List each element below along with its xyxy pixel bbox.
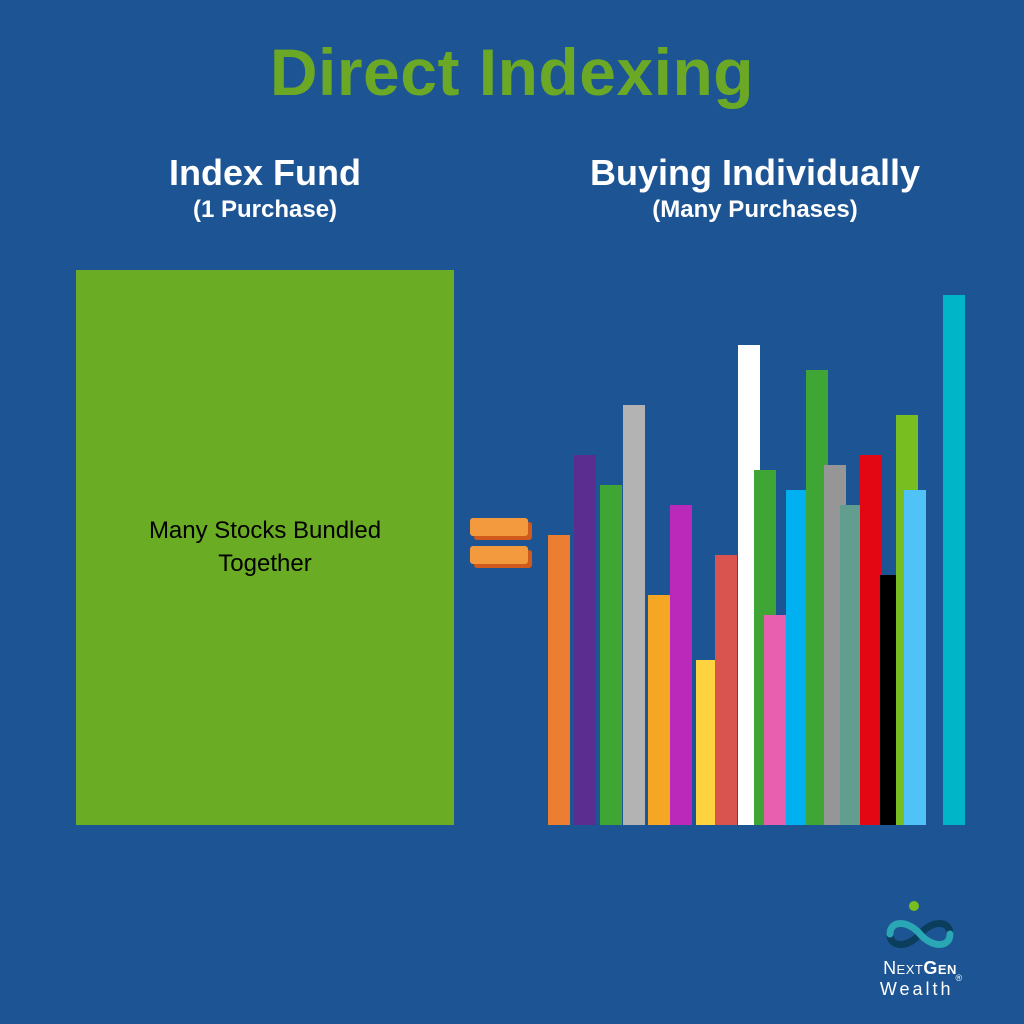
stock-bar [764, 615, 786, 825]
equals-icon [470, 518, 528, 574]
infinity-icon [886, 900, 954, 954]
individual-stocks-chart [548, 270, 968, 825]
stock-bar [904, 490, 926, 825]
stock-bar [574, 455, 596, 825]
stock-bar [548, 535, 570, 825]
left-subheading-text: (1 Purchase) [70, 196, 460, 224]
stock-bar [860, 455, 882, 825]
right-subheading-text: (Many Purchases) [530, 196, 980, 224]
stock-bar [943, 295, 965, 825]
logo-text-next: Next [883, 958, 923, 978]
stock-bar [600, 485, 622, 825]
stock-bar [786, 490, 808, 825]
stock-bar [715, 555, 737, 825]
logo-text-wealth: Wealth [880, 979, 954, 999]
stock-bar [623, 405, 645, 825]
index-fund-label: Many Stocks Bundled Together [116, 515, 414, 580]
equals-bar-front [470, 546, 528, 564]
equals-bar-top [470, 518, 528, 536]
stock-bar [670, 505, 692, 825]
right-heading-text: Buying Individually [590, 152, 920, 193]
right-column-heading: Buying Individually (Many Purchases) [530, 152, 980, 224]
logo-line1: NextGen [850, 958, 990, 979]
brand-logo: NextGen Wealth® [850, 900, 990, 1000]
left-column-heading: Index Fund (1 Purchase) [70, 152, 460, 224]
page-title: Direct Indexing [0, 34, 1024, 110]
registered-icon: ® [956, 973, 963, 983]
stock-bar [648, 595, 670, 825]
left-heading-text: Index Fund [169, 152, 361, 193]
equals-bar-bottom [470, 546, 528, 564]
logo-text-gen: Gen [923, 958, 957, 978]
logo-line2-wrap: Wealth® [850, 979, 990, 1000]
index-fund-box: Many Stocks Bundled Together [76, 270, 454, 825]
equals-bar-front [470, 518, 528, 536]
stock-bar [840, 505, 862, 825]
